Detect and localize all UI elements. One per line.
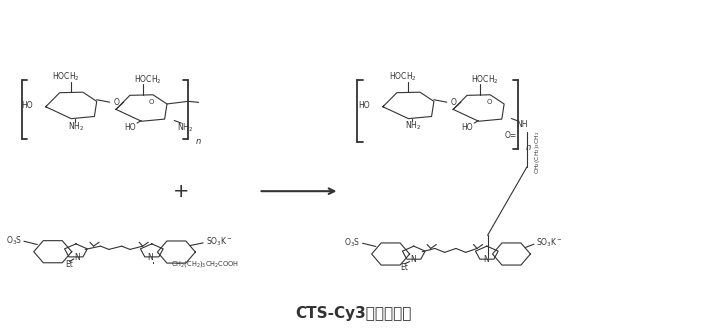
Text: NH$_2$: NH$_2$ [176, 122, 193, 134]
Text: +: + [173, 182, 189, 201]
Text: HO: HO [124, 122, 136, 132]
Text: Et: Et [401, 263, 409, 272]
Text: n: n [525, 143, 531, 152]
Text: HOCH$_2$: HOCH$_2$ [471, 73, 498, 85]
Text: CH$_2$(CH$_2$)$_3$CH$_2$: CH$_2$(CH$_2$)$_3$CH$_2$ [532, 130, 542, 174]
Text: CH$_2$(CH$_2$)$_3$CH$_2$COOH: CH$_2$(CH$_2$)$_3$CH$_2$COOH [171, 259, 239, 270]
Text: O: O [486, 99, 491, 105]
Text: O: O [451, 98, 457, 107]
Text: HO: HO [358, 101, 369, 110]
Text: NH: NH [516, 120, 527, 129]
Text: N: N [74, 253, 80, 262]
Text: NH$_2$: NH$_2$ [68, 120, 84, 133]
Text: HOCH$_2$: HOCH$_2$ [52, 70, 79, 83]
Text: O: O [149, 99, 155, 105]
Text: HO: HO [20, 101, 32, 110]
Text: HOCH$_2$: HOCH$_2$ [389, 70, 417, 83]
Text: HOCH$_2$: HOCH$_2$ [133, 73, 162, 85]
Text: O=: O= [505, 131, 517, 140]
Text: O: O [114, 98, 119, 107]
Text: SO$_3$K$^-$: SO$_3$K$^-$ [536, 237, 563, 249]
Text: NH$_2$: NH$_2$ [405, 119, 421, 132]
Text: N: N [484, 255, 489, 264]
Text: N: N [410, 255, 416, 264]
Text: SO$_3$K$^-$: SO$_3$K$^-$ [206, 236, 232, 248]
Text: O$_3$S: O$_3$S [345, 236, 361, 249]
Text: HO: HO [461, 122, 473, 132]
Text: N: N [148, 253, 153, 262]
Text: O$_3$S: O$_3$S [6, 235, 22, 247]
Text: n: n [196, 137, 201, 146]
Text: CTS-Cy3反应示意图: CTS-Cy3反应示意图 [295, 306, 412, 321]
Text: Et: Et [66, 260, 73, 269]
